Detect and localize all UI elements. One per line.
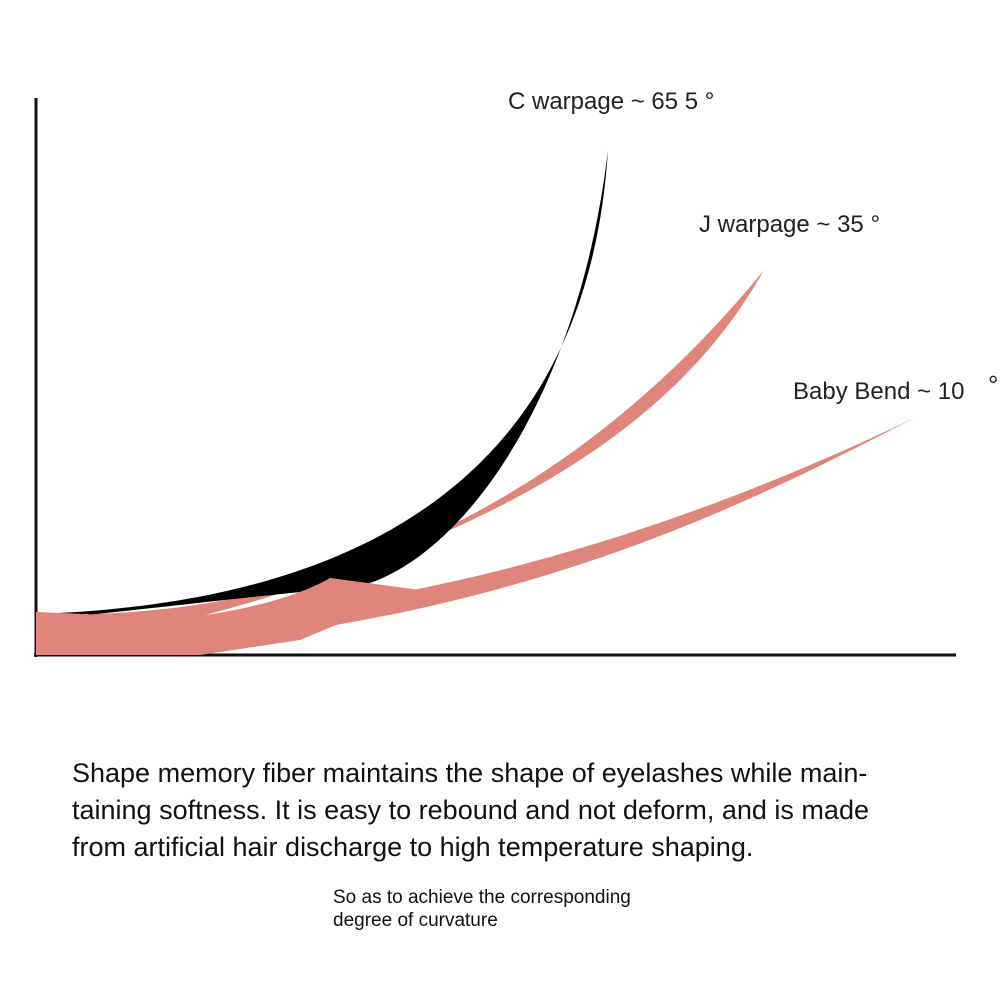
note-line: degree of curvature (333, 910, 498, 931)
c-warpage-lash-shape (38, 150, 608, 620)
c-warpage-label: C warpage ~ 65 5 ° (508, 88, 715, 115)
curvature-note: So as to achieve the corresponding degre… (333, 886, 693, 932)
degree-symbol-icon: ° (988, 370, 999, 400)
note-line: So as to achieve the corresponding (333, 887, 631, 908)
description-text: Shape memory fiber maintains the shape o… (72, 755, 952, 866)
lash-base-shape (36, 578, 420, 655)
baby-bend-label: Baby Bend ~ 10 (793, 378, 965, 405)
j-warpage-label: J warpage ~ 35 ° (699, 211, 881, 238)
description-line: Shape memory fiber maintains the shape o… (72, 758, 868, 788)
description-line: from artificial hair discharge to high t… (72, 832, 754, 862)
description-line: taining softness. It is easy to rebound … (72, 795, 869, 825)
